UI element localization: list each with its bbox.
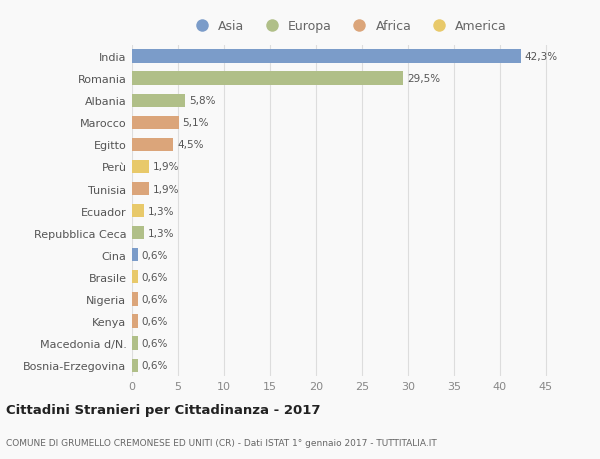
Text: 0,6%: 0,6% xyxy=(141,360,167,370)
Bar xyxy=(132,359,137,372)
Text: 0,6%: 0,6% xyxy=(141,316,167,326)
Bar xyxy=(132,73,403,85)
Text: 1,3%: 1,3% xyxy=(148,228,174,238)
Text: 5,8%: 5,8% xyxy=(189,96,215,106)
Bar xyxy=(132,139,173,151)
Bar xyxy=(132,249,137,262)
Bar xyxy=(132,337,137,350)
Text: 4,5%: 4,5% xyxy=(177,140,203,150)
Bar xyxy=(132,117,179,129)
Text: 42,3%: 42,3% xyxy=(524,52,557,62)
Legend: Asia, Europa, Africa, America: Asia, Europa, Africa, America xyxy=(189,20,507,33)
Text: 0,6%: 0,6% xyxy=(141,250,167,260)
Bar xyxy=(132,315,137,328)
Bar xyxy=(132,161,149,174)
Text: 29,5%: 29,5% xyxy=(407,74,440,84)
Text: 0,6%: 0,6% xyxy=(141,294,167,304)
Bar xyxy=(132,271,137,284)
Bar xyxy=(132,205,144,218)
Text: COMUNE DI GRUMELLO CREMONESE ED UNITI (CR) - Dati ISTAT 1° gennaio 2017 - TUTTIT: COMUNE DI GRUMELLO CREMONESE ED UNITI (C… xyxy=(6,438,437,447)
Text: 0,6%: 0,6% xyxy=(141,338,167,348)
Bar xyxy=(132,50,521,63)
Bar xyxy=(132,183,149,196)
Bar xyxy=(132,95,185,107)
Text: 1,9%: 1,9% xyxy=(153,184,179,194)
Bar xyxy=(132,227,144,240)
Text: Cittadini Stranieri per Cittadinanza - 2017: Cittadini Stranieri per Cittadinanza - 2… xyxy=(6,403,320,416)
Text: 0,6%: 0,6% xyxy=(141,272,167,282)
Text: 1,9%: 1,9% xyxy=(153,162,179,172)
Bar xyxy=(132,293,137,306)
Text: 1,3%: 1,3% xyxy=(148,206,174,216)
Text: 5,1%: 5,1% xyxy=(182,118,209,128)
